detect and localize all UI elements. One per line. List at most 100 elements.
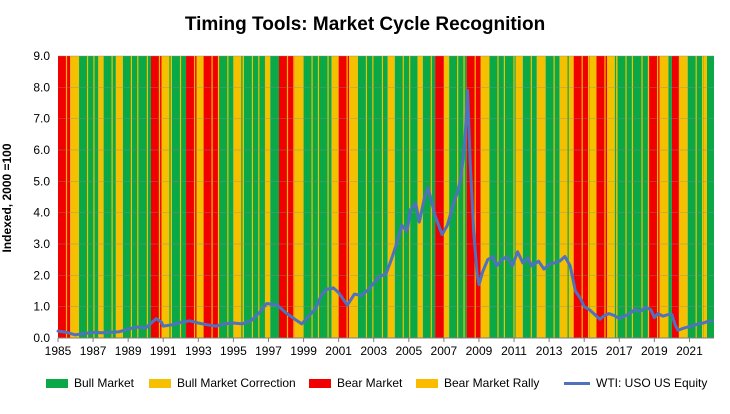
regime-band-bear xyxy=(649,56,660,338)
regime-band-bull xyxy=(172,56,187,338)
regime-stripe xyxy=(311,56,313,338)
x-tick-label: 2001 xyxy=(325,344,352,358)
regime-stripe xyxy=(625,56,627,338)
legend-swatch-bull xyxy=(46,378,68,388)
x-tick-label: 1985 xyxy=(45,344,72,358)
regime-band-bull xyxy=(219,56,234,338)
regime-band-bull xyxy=(489,56,516,338)
regime-stripe xyxy=(169,56,171,338)
x-tick-label: 2019 xyxy=(641,344,668,358)
regime-bands xyxy=(58,56,714,338)
y-tick-label: 7.0 xyxy=(33,112,50,126)
x-tick-label: 1991 xyxy=(150,344,177,358)
x-tick-label: 1993 xyxy=(185,344,212,358)
regime-band-correction xyxy=(349,56,358,338)
x-tick-label: 2007 xyxy=(431,344,458,358)
legend-item-bear: Bear Market xyxy=(309,376,402,390)
y-tick-label: 0.0 xyxy=(33,331,50,345)
regime-stripe xyxy=(258,56,260,338)
regime-stripe xyxy=(227,56,229,338)
y-tick-label: 8.0 xyxy=(33,80,50,94)
regime-band-bull xyxy=(522,56,537,338)
x-tick-label: 1997 xyxy=(255,344,282,358)
regime-band-bull xyxy=(687,56,704,338)
x-tick-label: 1995 xyxy=(220,344,247,358)
regime-stripe xyxy=(146,56,148,338)
regime-band-correction xyxy=(559,56,574,338)
regime-stripe xyxy=(211,56,213,338)
regime-stripe xyxy=(293,56,295,338)
y-tick-label: 5.0 xyxy=(33,174,50,188)
regime-band-bear xyxy=(279,56,295,338)
regime-stripe xyxy=(567,56,569,338)
regime-stripe xyxy=(327,56,329,338)
regime-band-correction xyxy=(607,56,618,338)
regime-band-bull xyxy=(103,56,116,338)
y-tick-label: 2.0 xyxy=(33,268,50,282)
y-tick-label: 1.0 xyxy=(33,300,50,314)
regime-stripe xyxy=(381,56,384,338)
regime-band-bear xyxy=(671,56,679,338)
regime-band-correction xyxy=(659,56,669,338)
regime-stripe xyxy=(251,56,254,338)
legend-swatch-correction xyxy=(149,378,171,388)
regime-band-bull xyxy=(303,56,332,338)
regime-stripe xyxy=(179,56,182,338)
regime-stripe xyxy=(193,56,196,338)
x-tick-label: 2017 xyxy=(606,344,633,358)
regime-stripe xyxy=(457,56,459,338)
regime-stripe xyxy=(409,56,411,338)
regime-band-bull xyxy=(243,56,265,338)
regime-stripe xyxy=(372,56,374,338)
regime-band-bear xyxy=(435,56,444,338)
regime-band-correction xyxy=(417,56,423,338)
y-axis-ticks: 0.0 1.0 2.0 3.0 4.0 5.0 6.0 7.0 8.0 9.0 xyxy=(33,49,50,345)
regime-stripe xyxy=(701,56,704,338)
y-tick-label: 9.0 xyxy=(33,49,50,63)
regime-band-bull xyxy=(122,56,151,338)
regime-stripe xyxy=(647,56,650,338)
regime-stripe xyxy=(657,56,659,338)
regime-stripe xyxy=(604,56,606,338)
regime-stripe xyxy=(346,56,348,338)
regime-stripe xyxy=(402,56,404,338)
legend-swatch-bear xyxy=(309,378,331,388)
regime-band-bull xyxy=(617,56,650,338)
regime-band-bull xyxy=(545,56,560,338)
legend-item-wti: WTI: USO US Equity xyxy=(564,376,707,390)
x-tick-label: 2011 xyxy=(501,344,527,358)
regime-stripe xyxy=(581,56,583,338)
y-tick-label: 3.0 xyxy=(33,237,50,251)
regime-stripe xyxy=(111,56,113,338)
regime-band-bear xyxy=(573,56,590,338)
legend-label-bull: Bull Market xyxy=(74,376,135,390)
regime-band-bear xyxy=(150,56,162,338)
legend-swatch-rally xyxy=(416,378,438,388)
regime-band-correction xyxy=(515,56,523,338)
regime-stripe xyxy=(553,56,555,338)
regime-stripe xyxy=(503,56,505,338)
x-tick-label: 2005 xyxy=(395,344,422,358)
x-tick-label: 2013 xyxy=(536,344,563,358)
regime-band-correction xyxy=(161,56,173,338)
regime-band-correction xyxy=(264,56,271,338)
regime-band-correction xyxy=(387,56,395,338)
regime-band-correction xyxy=(98,56,104,338)
regime-band-correction xyxy=(233,56,244,338)
regime-stripe xyxy=(241,56,243,338)
regime-stripe xyxy=(513,56,515,338)
x-tick-label: 1999 xyxy=(290,344,317,358)
legend-item-bull: Bull Market xyxy=(46,376,134,390)
x-axis-ticks: 1985 1987 1989 1991 1993 1995 1997 1999 2001 2003… xyxy=(45,337,714,358)
regime-stripe xyxy=(365,56,368,338)
regime-band-bull xyxy=(668,56,672,338)
regime-band-correction xyxy=(678,56,688,338)
regime-band-correction xyxy=(480,56,490,338)
x-tick-label: 1989 xyxy=(115,344,142,358)
legend-item-rally: Bear Market Rally xyxy=(416,376,539,390)
regime-band-correction xyxy=(589,56,597,338)
regime-stripe xyxy=(93,56,95,338)
x-tick-label: 2021 xyxy=(676,344,703,358)
series-lines xyxy=(56,89,714,337)
regime-band-correction xyxy=(703,56,707,338)
